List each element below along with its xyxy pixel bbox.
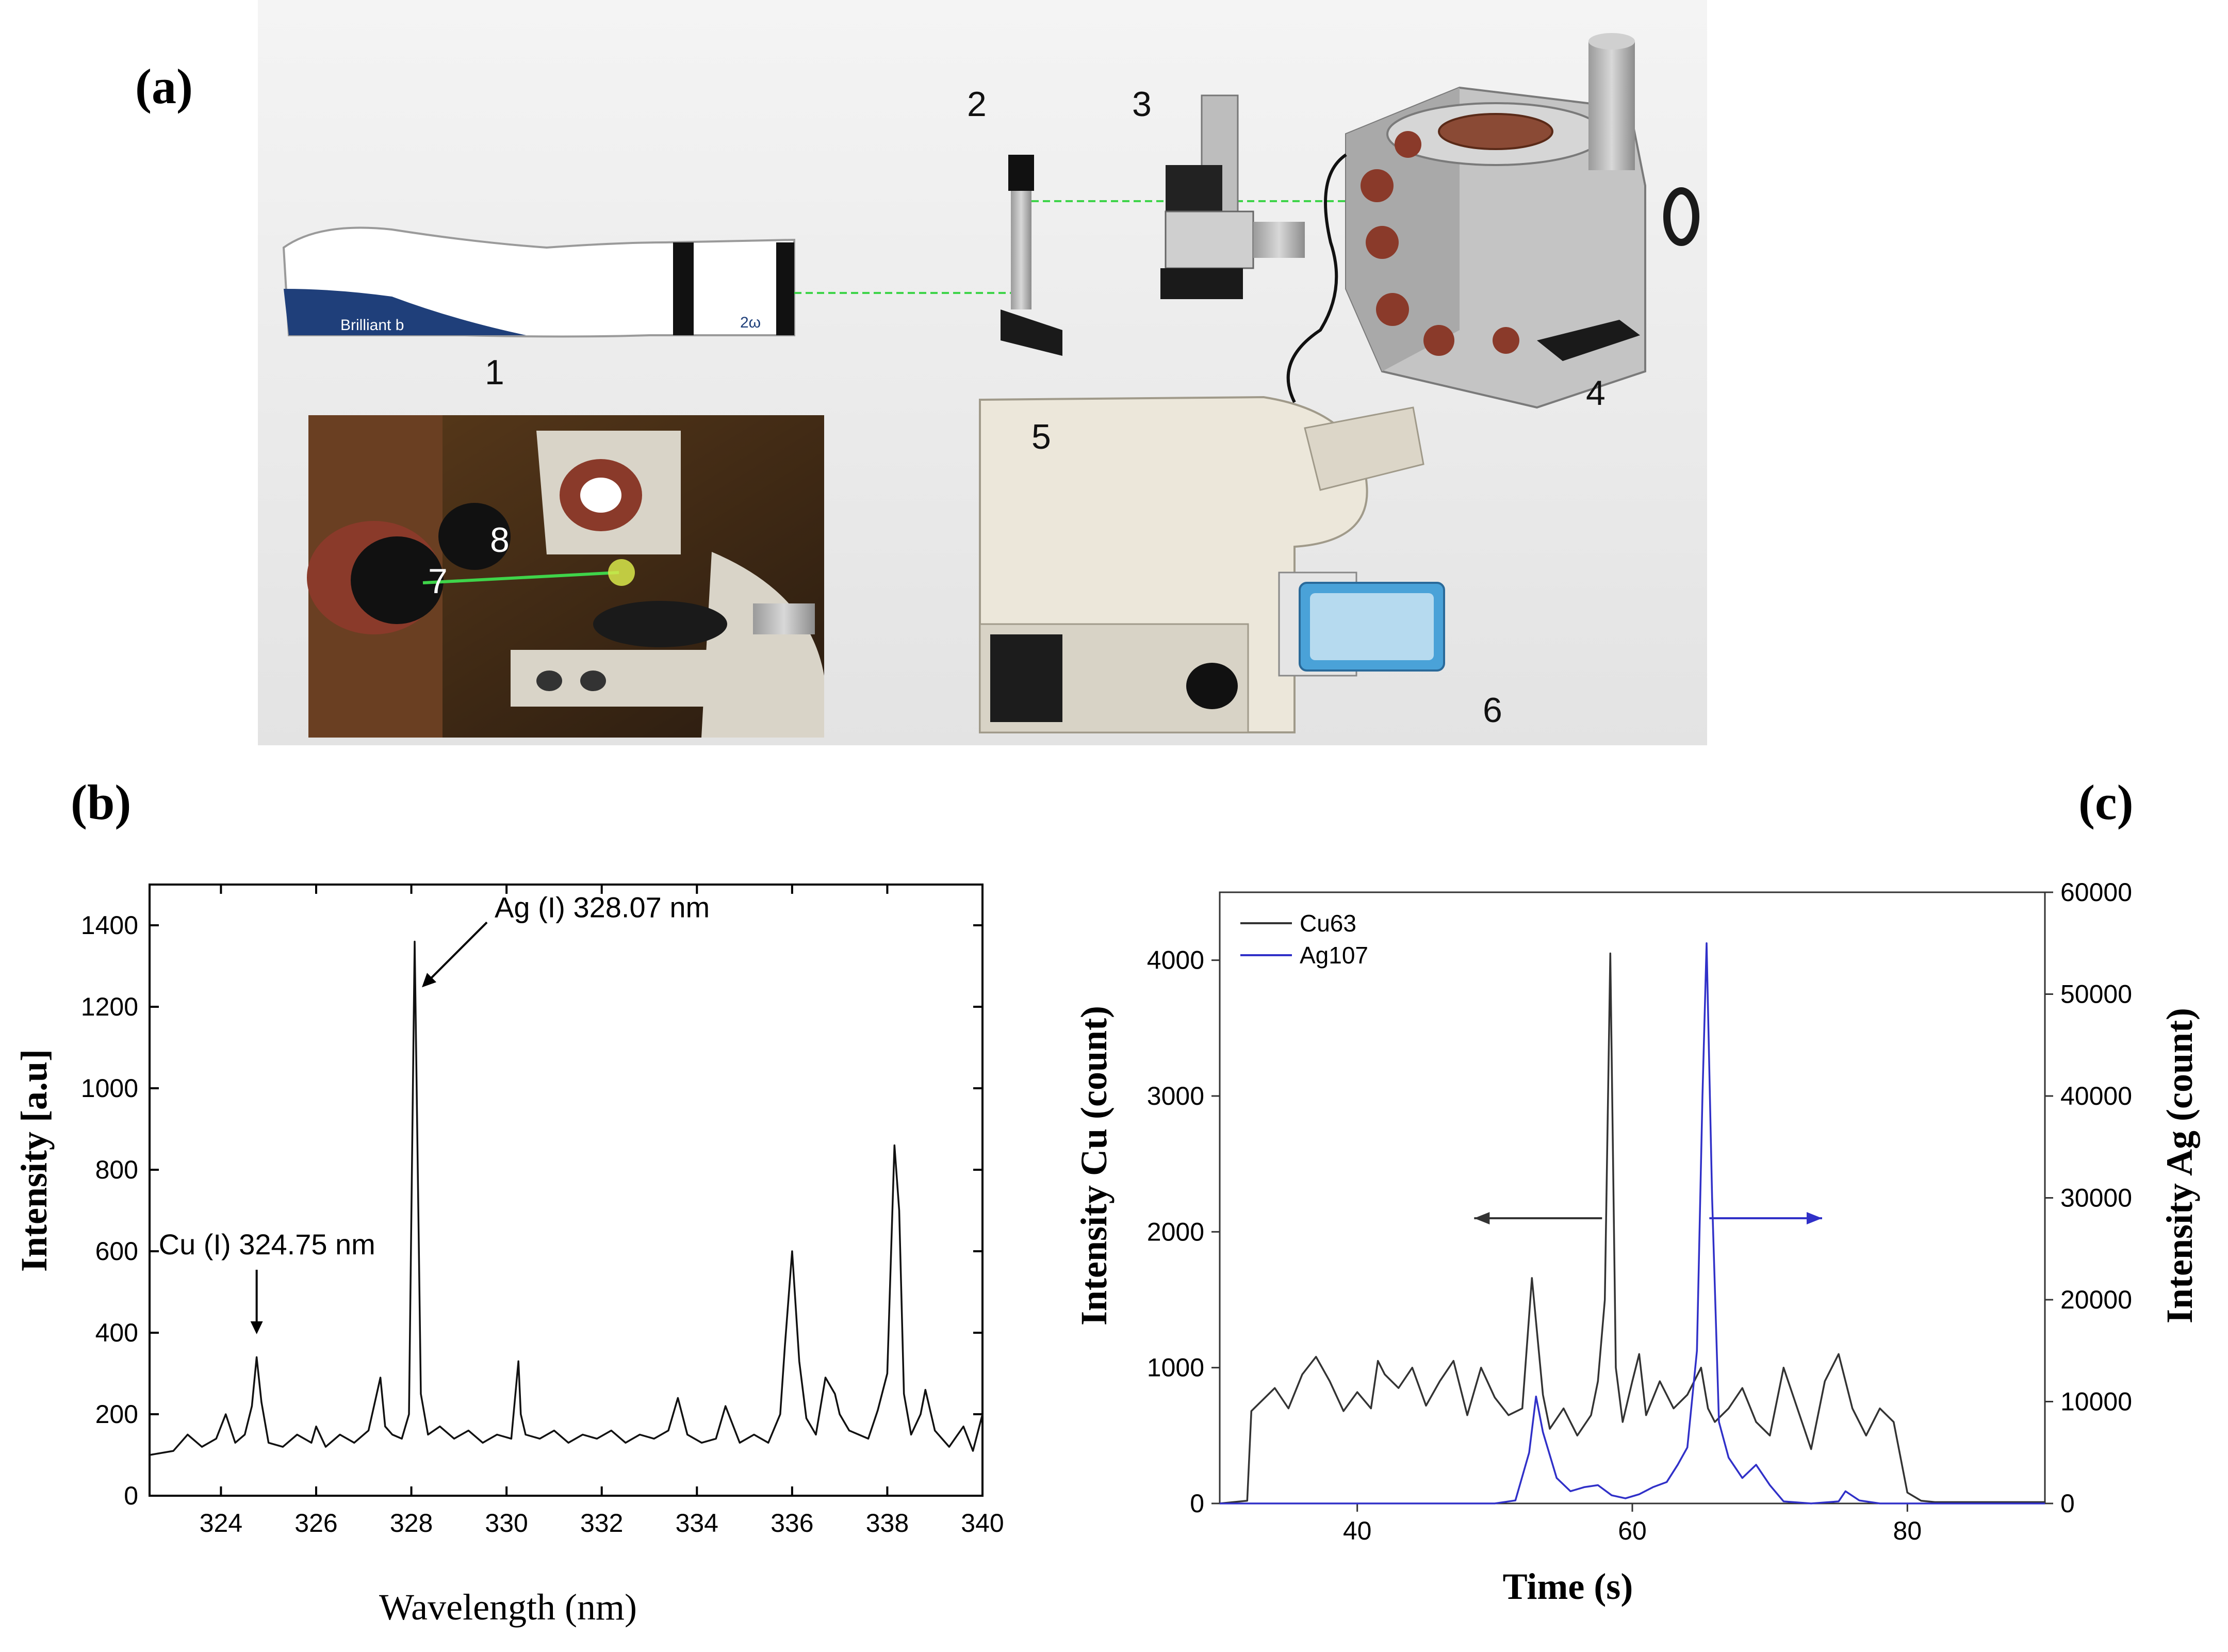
- y-tick-label: 1400: [81, 911, 138, 940]
- series-line-ag107: [1220, 942, 2045, 1504]
- x-tick-label: 60: [1618, 1516, 1647, 1545]
- plasma-spark: [608, 559, 635, 586]
- right-y-tick-label: 60000: [2060, 878, 2132, 907]
- left-y-tick-label: 0: [1190, 1489, 1204, 1518]
- ag-annotation-label: Ag (I) 328.07 nm: [495, 891, 710, 923]
- component-label-4: 4: [1586, 373, 1606, 413]
- ag-axis-arrowhead: [1807, 1212, 1822, 1224]
- component-label-5: 5: [1031, 417, 1051, 456]
- x-tick-label: 326: [294, 1509, 337, 1537]
- component-label-8: 8: [490, 520, 510, 560]
- optical-fiber: [1286, 153, 1347, 403]
- component-label-3: 3: [1132, 85, 1152, 124]
- mirror-mount: [1001, 155, 1062, 356]
- icpms-transient-chart: 40 60 800100020003000400001000020000300004…: [1073, 878, 2200, 1607]
- spectrometer: [979, 396, 1424, 733]
- left-y-tick-label: 2000: [1147, 1217, 1204, 1246]
- legend-label-cu63: Cu63: [1300, 910, 1356, 937]
- x-axis-title: Time (s): [1503, 1566, 1633, 1607]
- x-tick-label: 330: [485, 1509, 528, 1537]
- libs-spectrum-chart: 324 326 328 330 332 334 336 338 340 0 200 400 600 800…: [13, 884, 1004, 1628]
- left-y-axis-title: Intensity Cu (count): [1073, 1006, 1115, 1326]
- cu-axis-arrowhead: [1474, 1212, 1490, 1224]
- laser-brand-text: Brilliant b: [340, 317, 404, 334]
- y-tick-label: 0: [124, 1481, 138, 1510]
- transient-plot-area: 40 60 800100020003000400001000020000300004…: [1147, 878, 2132, 1545]
- iccd-camera: [1278, 571, 1445, 677]
- spectrum-line: [149, 940, 984, 1456]
- legend-label-ag107: Ag107: [1300, 942, 1368, 969]
- right-y-tick-label: 30000: [2060, 1184, 2132, 1213]
- x-axis-title: Wavelength (nm): [379, 1586, 637, 1628]
- x-tick-label: 40: [1343, 1516, 1372, 1545]
- right-y-tick-label: 20000: [2060, 1285, 2132, 1314]
- x-tick-label: 338: [866, 1509, 909, 1537]
- right-y-axis-title: Intensity Ag (count): [2159, 1008, 2200, 1323]
- cu-annotation-arrowhead: [250, 1321, 263, 1334]
- y-tick-label: 800: [95, 1155, 138, 1184]
- laser-source: Brilliant b 2ω: [282, 226, 795, 338]
- spectrum-plot-area: 324 326 328 330 332 334 336 338 340 0 200 400 600 800…: [81, 884, 1004, 1537]
- x-tick-label: 336: [771, 1509, 813, 1537]
- y-tick-label: 400: [95, 1318, 138, 1347]
- left-y-tick-label: 3000: [1147, 1082, 1204, 1110]
- series-line-cu63: [1219, 952, 2045, 1504]
- component-label-1: 1: [485, 353, 504, 392]
- x-tick-label: 324: [200, 1509, 242, 1537]
- right-y-tick-label: 0: [2060, 1489, 2075, 1518]
- x-tick-label: 80: [1893, 1516, 1922, 1545]
- y-axis-title: Intensity [a.u]: [13, 1049, 55, 1272]
- component-label-6: 6: [1483, 691, 1502, 730]
- y-tick-label: 1200: [81, 992, 138, 1021]
- plot-frame: [149, 884, 984, 1497]
- laser-mode-text: 2ω: [740, 314, 761, 331]
- panel-label-c: (c): [2078, 775, 2134, 830]
- left-y-tick-label: 4000: [1147, 946, 1204, 975]
- focusing-optics: [1160, 94, 1305, 299]
- x-tick-label: 332: [580, 1509, 623, 1537]
- chamber-interior-inset: [307, 415, 824, 738]
- cu-annotation-label: Cu (I) 324.75 nm: [159, 1228, 375, 1261]
- y-tick-label: 1000: [81, 1074, 138, 1103]
- right-y-tick-label: 50000: [2060, 980, 2132, 1009]
- x-tick-label: 328: [390, 1509, 433, 1537]
- right-y-tick-label: 40000: [2060, 1082, 2132, 1110]
- panel-label-b: (b): [71, 775, 132, 830]
- inset-laser-beam: [422, 571, 619, 584]
- left-y-tick-label: 1000: [1147, 1353, 1204, 1382]
- component-label-2: 2: [967, 85, 987, 124]
- x-tick-label: 334: [676, 1509, 718, 1537]
- component-label-7: 7: [428, 562, 448, 601]
- right-y-tick-label: 10000: [2060, 1387, 2132, 1416]
- x-tick-label: 340: [961, 1509, 1004, 1537]
- vacuum-chamber: [1345, 33, 1699, 409]
- experimental-setup-illustration: Brilliant b 2ω: [258, 0, 1707, 745]
- ag-annotation-arrow: [424, 921, 488, 985]
- panel-label-a: (a): [135, 59, 193, 114]
- y-tick-label: 200: [95, 1400, 138, 1429]
- ag-annotation-arrowhead: [422, 973, 437, 988]
- y-tick-label: 600: [95, 1237, 138, 1266]
